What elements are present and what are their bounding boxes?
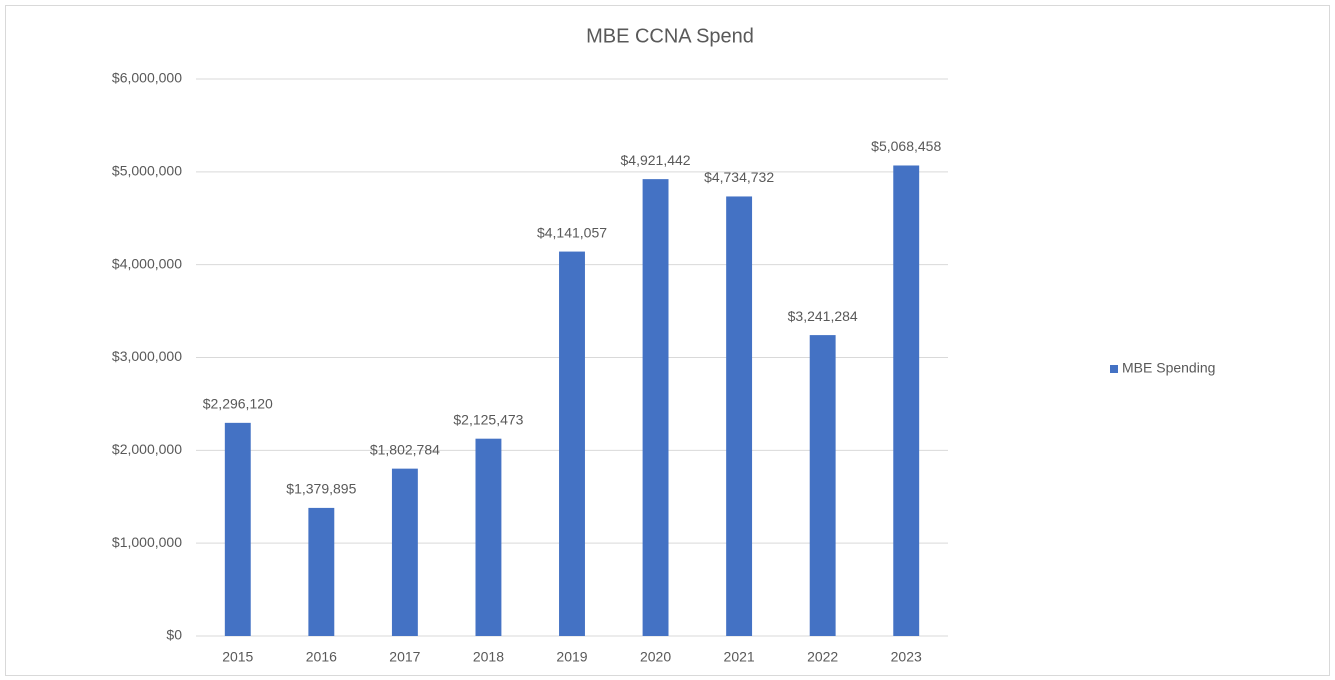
x-tick-label: 2016 <box>306 649 337 665</box>
bar <box>642 179 669 636</box>
y-tick-label: $4,000,000 <box>112 255 182 271</box>
chart-title: MBE CCNA Spend <box>586 25 754 47</box>
data-label: $1,802,784 <box>370 441 440 457</box>
y-tick-label: $5,000,000 <box>112 163 182 179</box>
legend-swatch <box>1110 365 1118 373</box>
bar <box>308 507 335 636</box>
x-tick-label: 2018 <box>473 649 504 665</box>
y-tick-label: $0 <box>166 627 182 643</box>
x-tick-label: 2021 <box>724 649 755 665</box>
data-label: $5,068,458 <box>871 138 941 154</box>
x-tick-label: 2020 <box>640 649 671 665</box>
x-tick-label: 2017 <box>389 649 420 665</box>
x-tick-label: 2019 <box>556 649 587 665</box>
data-label: $3,241,284 <box>788 308 858 324</box>
bar <box>809 335 836 636</box>
bar <box>224 422 251 636</box>
y-tick-label: $6,000,000 <box>112 70 182 86</box>
data-label: $2,296,120 <box>203 396 273 412</box>
bar <box>391 468 418 636</box>
y-tick-label: $2,000,000 <box>112 441 182 457</box>
x-tick-label: 2015 <box>222 649 253 665</box>
data-label: $4,921,442 <box>621 152 691 168</box>
data-label: $4,141,057 <box>537 224 607 240</box>
bar <box>559 251 585 636</box>
bar <box>475 438 502 636</box>
y-tick-label: $1,000,000 <box>112 534 182 550</box>
x-tick-label: 2023 <box>891 649 922 665</box>
legend-label: MBE Spending <box>1122 360 1215 376</box>
data-label: $2,125,473 <box>453 411 523 427</box>
data-label: $1,379,895 <box>286 481 356 497</box>
bar <box>893 165 920 636</box>
data-label: $4,734,732 <box>704 169 774 185</box>
bar <box>726 196 753 636</box>
y-tick-label: $3,000,000 <box>112 348 182 364</box>
x-tick-label: 2022 <box>807 649 838 665</box>
